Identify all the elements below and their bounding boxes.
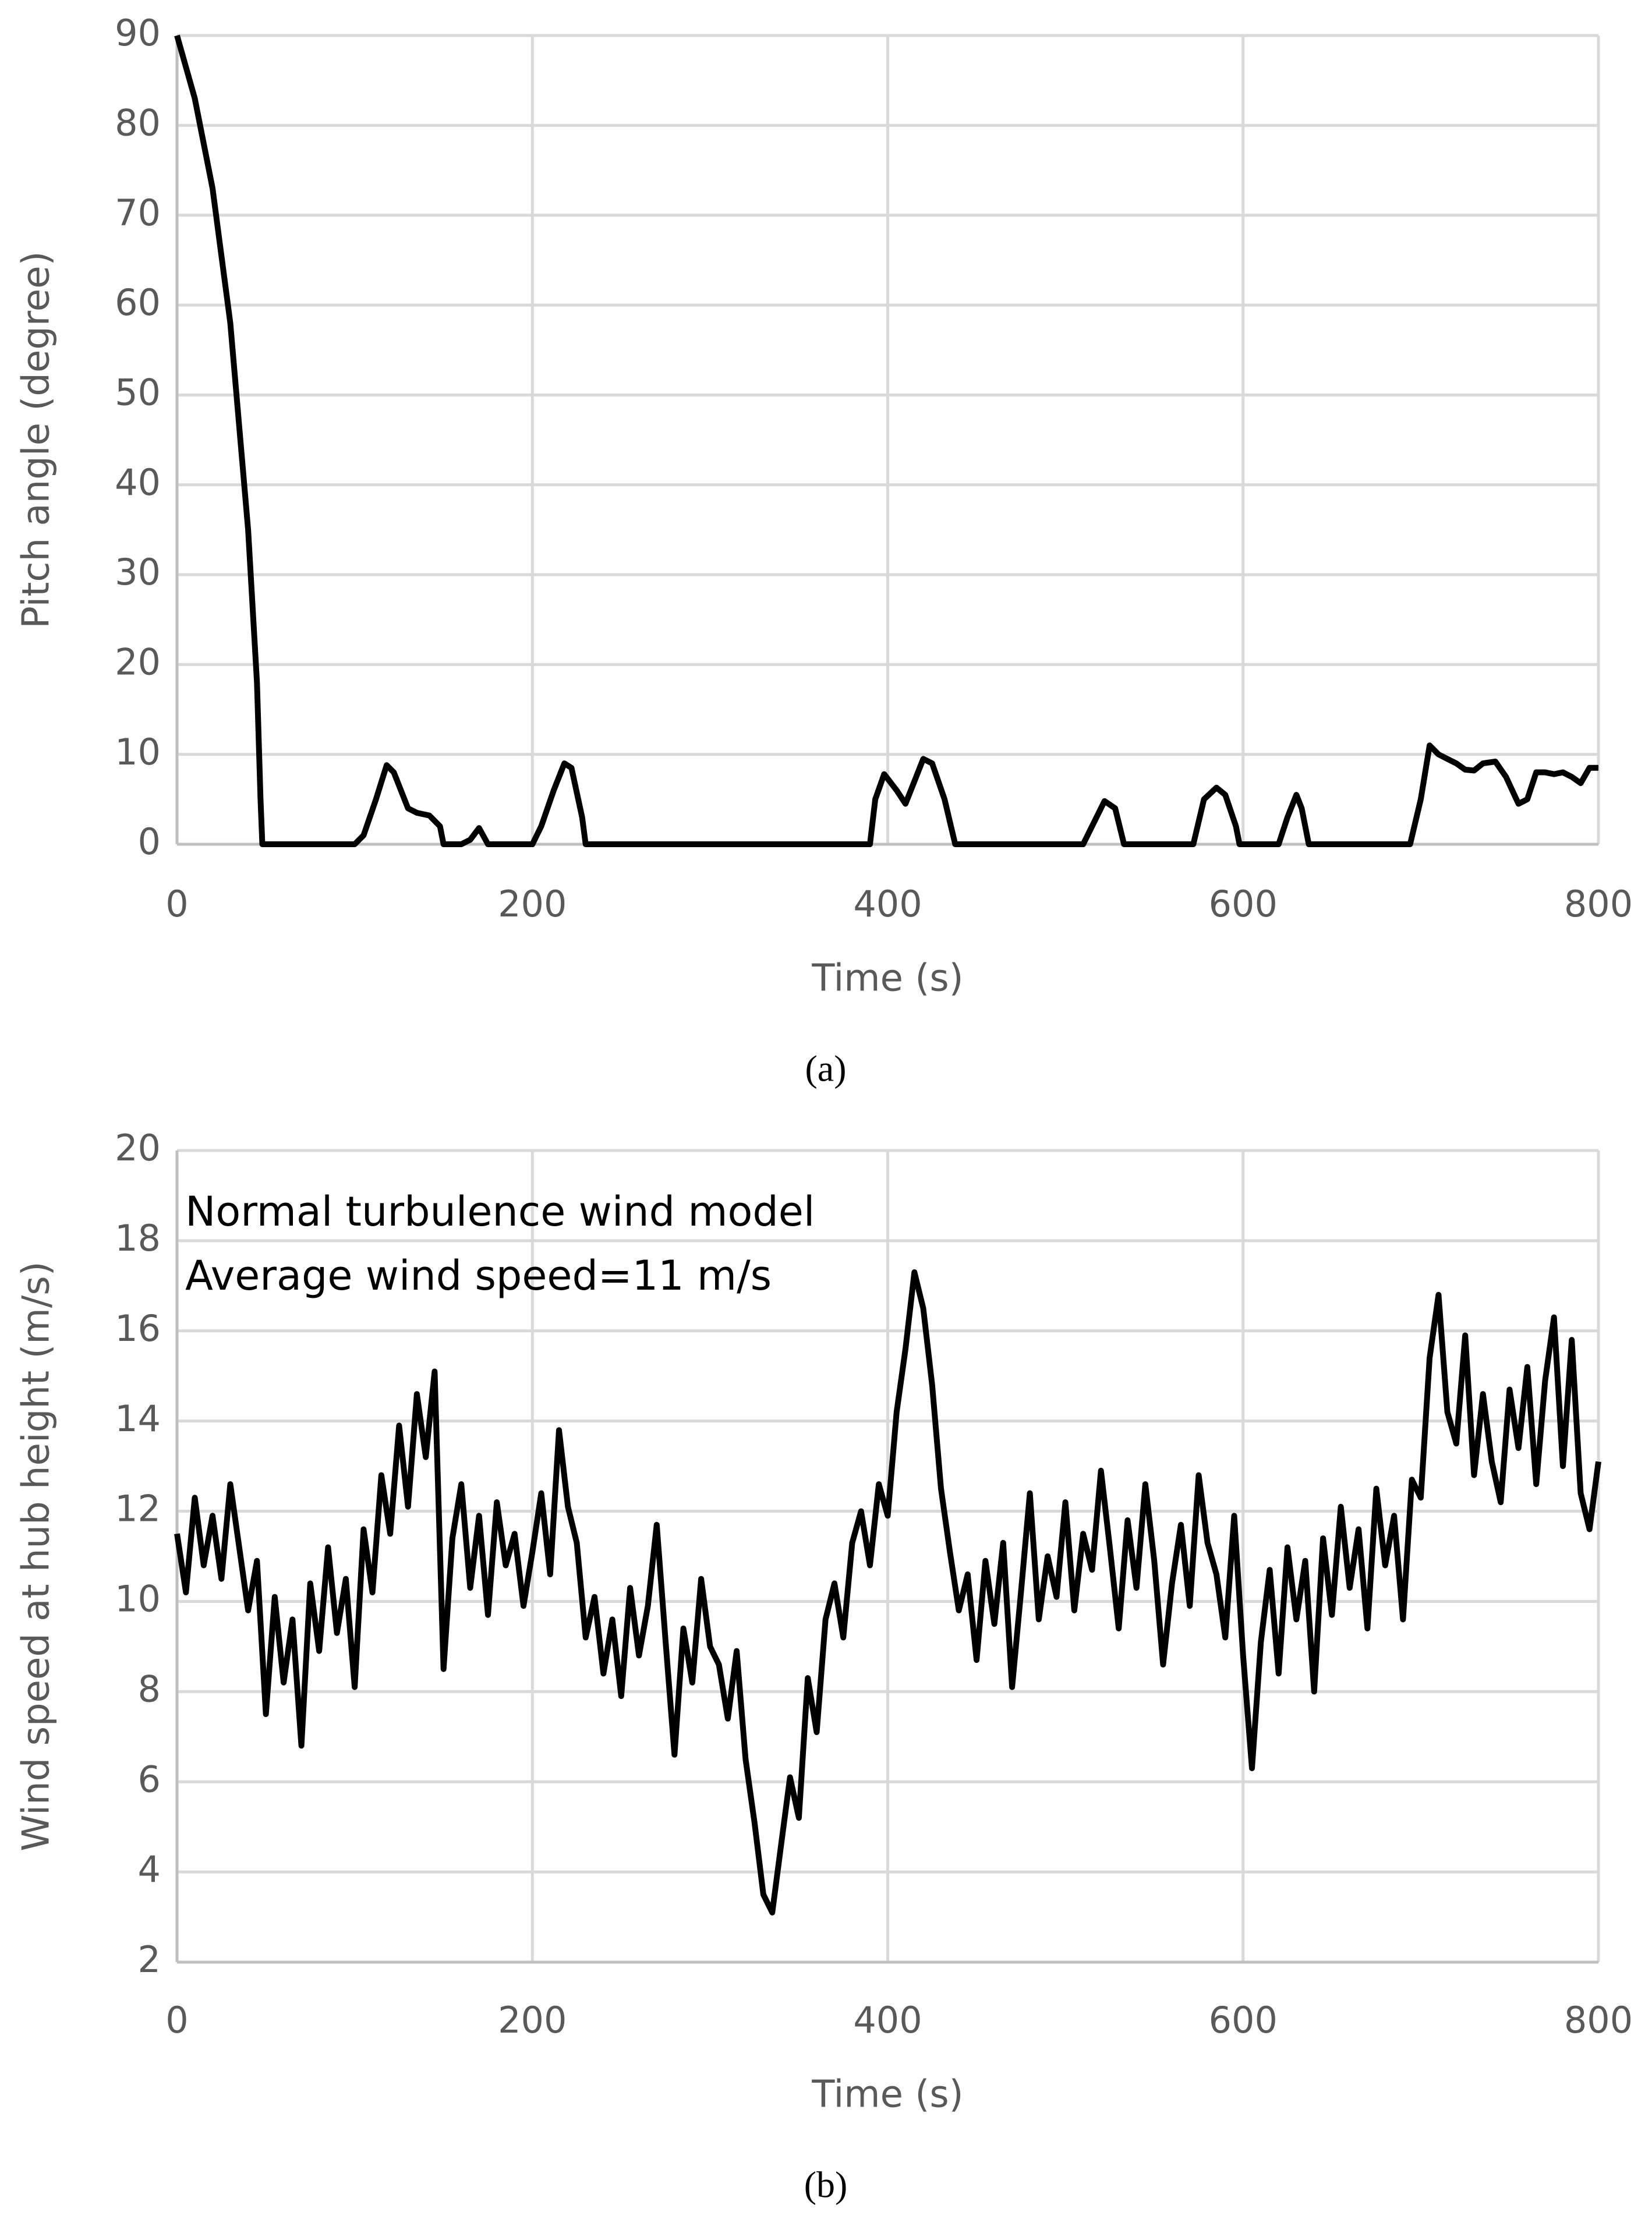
y-tick-label: 12 — [115, 1488, 161, 1530]
y-axis-title: Wind speed at hub height (m/s) — [15, 1261, 58, 1851]
y-tick-label: 50 — [115, 371, 161, 413]
x-tick-label: 400 — [853, 883, 922, 925]
x-axis-title: Time (s) — [811, 957, 963, 1000]
y-tick-label: 20 — [115, 640, 161, 683]
y-tick-label: 18 — [115, 1217, 161, 1259]
y-tick-label: 90 — [115, 12, 161, 54]
x-tick-label: 0 — [165, 1999, 188, 2041]
x-tick-label: 0 — [165, 883, 188, 925]
y-tick-label: 4 — [138, 1848, 161, 1891]
x-tick-label: 400 — [853, 1999, 922, 2041]
y-tick-label: 80 — [115, 101, 161, 144]
y-tick-label: 8 — [138, 1668, 161, 1710]
y-tick-label: 2 — [138, 1938, 161, 1981]
annotation: Average wind speed=11 m/s — [185, 1252, 772, 1300]
y-tick-label: 70 — [115, 192, 161, 234]
caption: (b) — [804, 2164, 848, 2206]
x-tick-label: 800 — [1564, 883, 1633, 925]
y-tick-label: 6 — [138, 1758, 161, 1800]
data-line — [174, 34, 1598, 847]
x-tick-label: 200 — [498, 1999, 567, 2041]
y-tick-label: 10 — [115, 731, 161, 773]
y-tick-label: 0 — [138, 820, 161, 863]
y-tick-label: 40 — [115, 461, 161, 504]
y-tick-label: 20 — [115, 1127, 161, 1169]
y-tick-label: 60 — [115, 281, 161, 324]
x-tick-label: 600 — [1209, 883, 1278, 925]
x-tick-label: 600 — [1209, 1999, 1278, 2041]
y-tick-label: 10 — [115, 1578, 161, 1620]
caption: (a) — [805, 1048, 846, 1089]
x-tick-label: 200 — [498, 883, 567, 925]
x-axis-title: Time (s) — [811, 2073, 963, 2116]
annotation: Normal turbulence wind model — [185, 1188, 815, 1236]
y-tick-label: 30 — [115, 551, 161, 593]
y-tick-label: 16 — [115, 1307, 161, 1350]
y-tick-label: 14 — [115, 1397, 161, 1440]
y-axis-title: Pitch angle (degree) — [15, 251, 58, 628]
x-tick-label: 800 — [1564, 1999, 1633, 2041]
data-line — [174, 1269, 1601, 1916]
